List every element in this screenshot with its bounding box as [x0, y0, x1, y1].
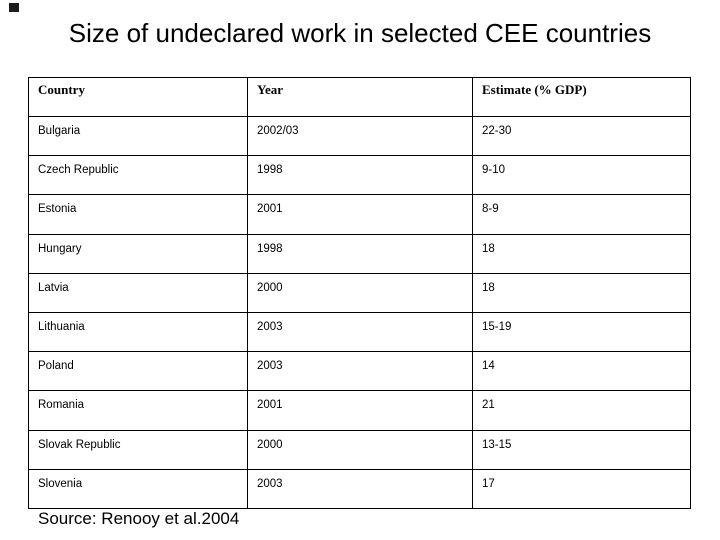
table-row: Czech Republic 1998 9-10: [28, 155, 691, 196]
cell-estimate: 17: [472, 468, 691, 510]
corner-artifact-mark: [9, 3, 19, 12]
page-title: Size of undeclared work in selected CEE …: [68, 18, 652, 48]
cell-country: Estonia: [28, 194, 248, 235]
cell-year: 2003: [247, 468, 473, 510]
cell-country: Czech Republic: [28, 155, 248, 196]
cell-country: Slovenia: [28, 468, 248, 510]
table-row: Latvia 2000 18: [28, 272, 691, 313]
table-row: Lithuania 2003 15-19: [28, 311, 691, 353]
cell-year: 2000: [247, 429, 473, 470]
cell-estimate: 15-19: [472, 311, 691, 353]
cell-year: 1998: [247, 233, 473, 274]
table-row: Romania 2001 21: [28, 390, 691, 431]
cell-estimate: 18: [472, 233, 691, 274]
cell-year: 2003: [247, 311, 473, 353]
cell-country: Lithuania: [28, 311, 248, 353]
cell-estimate: 18: [472, 272, 691, 313]
undeclared-work-table: Country Year Estimate (% GDP) Bulgaria 2…: [28, 77, 691, 510]
col-header-year: Year: [247, 77, 473, 117]
table-row: Slovak Republic 2000 13-15: [28, 429, 691, 470]
cell-year: 2001: [247, 194, 473, 235]
table-row: Poland 2003 14: [28, 351, 691, 392]
cell-country: Hungary: [28, 233, 248, 274]
col-header-estimate: Estimate (% GDP): [472, 77, 691, 117]
source-note: Source: Renooy et al.2004: [38, 509, 240, 528]
cell-country: Poland: [28, 351, 248, 392]
cell-country: Latvia: [28, 272, 248, 313]
cell-estimate: 9-10: [472, 155, 691, 196]
cell-year: 2000: [247, 272, 473, 313]
table-header-row: Country Year Estimate (% GDP): [28, 77, 691, 117]
cell-estimate: 14: [472, 351, 691, 392]
cell-estimate: 8-9: [472, 194, 691, 235]
cell-estimate: 22-30: [472, 115, 691, 157]
table-row: Bulgaria 2002/03 22-30: [28, 115, 691, 157]
table-row: Hungary 1998 18: [28, 233, 691, 274]
table-row: Estonia 2001 8-9: [28, 194, 691, 235]
cell-year: 2003: [247, 351, 473, 392]
col-header-country: Country: [28, 77, 248, 117]
table-row: Slovenia 2003 17: [28, 468, 691, 510]
cell-estimate: 21: [472, 390, 691, 431]
cell-country: Slovak Republic: [28, 429, 248, 470]
cell-estimate: 13-15: [472, 429, 691, 470]
cell-country: Bulgaria: [28, 115, 248, 157]
cell-year: 1998: [247, 155, 473, 196]
cell-year: 2002/03: [247, 115, 473, 157]
cell-country: Romania: [28, 390, 248, 431]
cell-year: 2001: [247, 390, 473, 431]
